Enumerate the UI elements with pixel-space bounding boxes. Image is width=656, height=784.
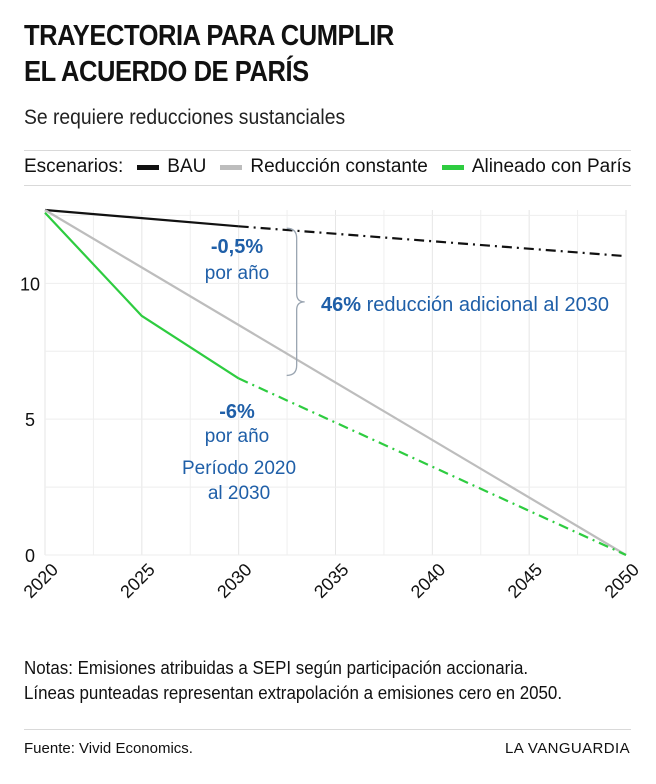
- y-tick-0: 0: [25, 546, 35, 566]
- legend-swatch-alineado-paris: [441, 164, 464, 170]
- chart-title-line-1: TRAYECTORIA PARA CUMPLIR: [24, 20, 394, 52]
- legend-swatch-bau: [137, 164, 160, 170]
- period-line-1: Período 2020: [182, 458, 296, 479]
- gap-bracket-path: [286, 227, 305, 377]
- series-projection-alineado-con-paris: [238, 377, 627, 557]
- y-tick-10: 10: [20, 274, 40, 294]
- paris-rate-value: -6%: [219, 401, 255, 423]
- chart-series: [44, 208, 627, 557]
- y-axis-ticks: 0 5 10: [20, 274, 40, 566]
- chart-annotations: -0,5% por año 46% reducción adicional al…: [182, 236, 609, 504]
- series-line-alineado-con-paris: [44, 211, 240, 380]
- chart-title-line-2: EL ACUERDO DE PARÍS: [24, 56, 309, 88]
- chart-subtitle: Se requiere reducciones sustanciales: [24, 106, 346, 129]
- x-tick-2030: 2030: [213, 560, 255, 602]
- chart-title: TRAYECTORIA PARA CUMPLIR EL ACUERDO DE P…: [24, 18, 394, 90]
- x-tick-2040: 2040: [407, 560, 449, 602]
- series-line-bau: [44, 208, 239, 228]
- legend-bottom-divider: [24, 185, 631, 186]
- legend-label-bau: BAU: [167, 156, 207, 177]
- gap-annotation: 46% reducción adicional al 2030: [321, 294, 609, 316]
- legend-label-reduccion-constante: Reducción constante: [250, 156, 428, 177]
- gap-annotation-bold: 46%: [321, 294, 361, 316]
- legend-top-divider: [24, 150, 631, 151]
- x-tick-2035: 2035: [310, 560, 352, 602]
- period-line-2: al 2030: [208, 483, 270, 504]
- bau-rate-unit: por año: [205, 263, 269, 284]
- legend-swatch-reduccion-constante: [220, 164, 243, 170]
- legend-label-alineado-paris: Alineado con París: [471, 156, 632, 177]
- paris-rate-unit: por año: [205, 426, 269, 447]
- series-line-reduccion-constante: [44, 209, 627, 556]
- series-projection-bau: [238, 225, 627, 258]
- legend-item-reduccion-constante: Reducción constante: [220, 156, 428, 178]
- legend-lead: Escenarios:: [24, 156, 124, 177]
- y-tick-5: 5: [25, 410, 35, 430]
- chart-grid: [44, 210, 627, 556]
- gap-annotation-text: reducción adicional al 2030: [361, 294, 609, 316]
- notes-line-2: Líneas punteadas representan extrapolaci…: [24, 683, 563, 703]
- bau-rate-value: -0,5%: [211, 236, 263, 258]
- legend-item-alineado-paris: Alineado con París: [441, 156, 632, 178]
- notes-line-1: Notas: Emisiones atribuidas a SEPI según…: [24, 658, 529, 678]
- x-tick-2025: 2025: [116, 560, 158, 602]
- chart-notes: Notas: Emisiones atribuidas a SEPI según…: [24, 656, 562, 706]
- gap-bracket: [286, 227, 305, 377]
- x-tick-2045: 2045: [504, 560, 546, 602]
- footer-divider: [24, 729, 631, 730]
- legend: Escenarios: BAU Reducción constante Alin…: [24, 154, 645, 180]
- x-tick-2050: 2050: [601, 560, 643, 602]
- legend-item-bau: BAU: [137, 156, 206, 178]
- publisher-brand: LA VANGUARDIA: [505, 740, 630, 757]
- source-credit: Fuente: Vivid Economics.: [24, 740, 193, 757]
- x-axis-ticks: 2020 2025 2030 2035 2040 2045 2050: [20, 560, 643, 602]
